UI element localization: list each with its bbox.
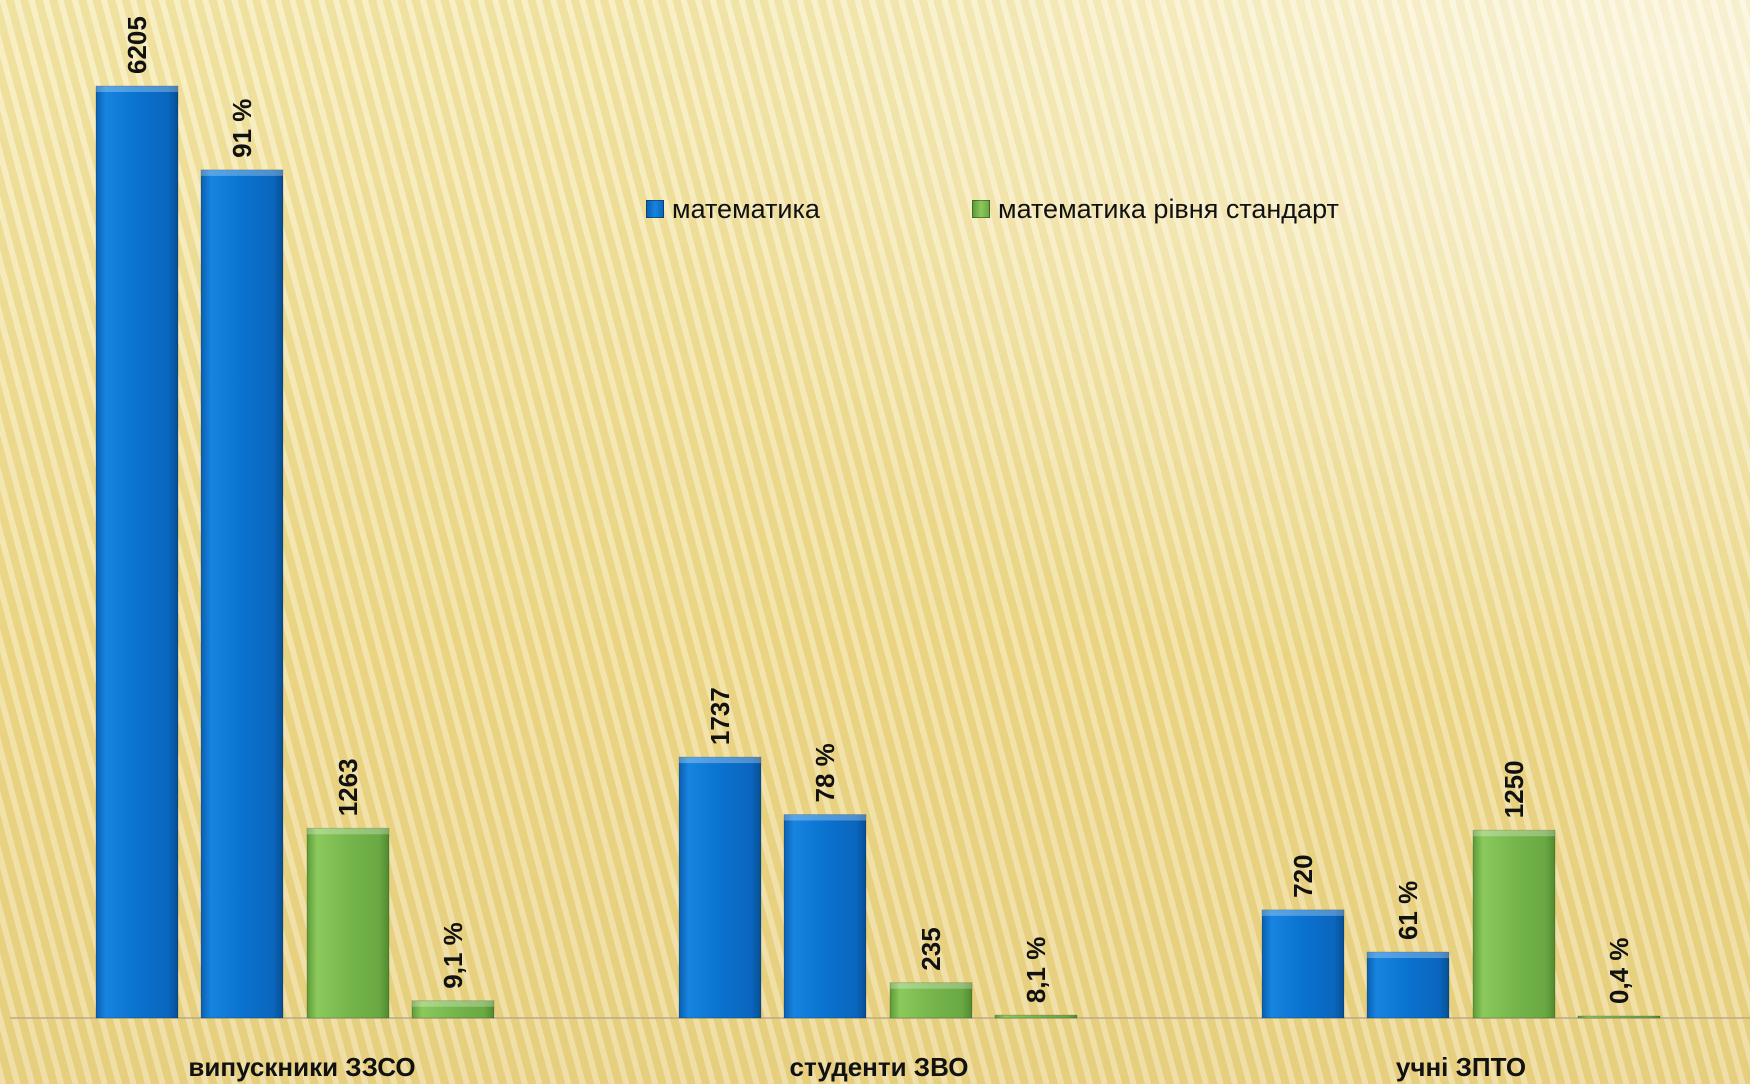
bar-highlight-5 xyxy=(784,814,866,821)
data-label-6: 235 xyxy=(916,927,946,970)
bar-4 xyxy=(678,756,762,1019)
bar-highlight-0 xyxy=(96,86,178,92)
category-label-0: випускники ЗЗСО xyxy=(188,1052,415,1082)
bar-highlight-3 xyxy=(412,1000,494,1007)
bar-7 xyxy=(994,1014,1078,1019)
bar-rect-8 xyxy=(1261,909,1345,1019)
bar-highlight-4 xyxy=(679,757,761,764)
legend-swatch-1 xyxy=(972,200,990,218)
legend-swatch-0 xyxy=(646,200,664,218)
data-label-1: 91 % xyxy=(227,99,257,158)
bar-10 xyxy=(1472,829,1556,1019)
bar-rect-5 xyxy=(783,813,867,1019)
data-label-0: 6205 xyxy=(122,16,152,74)
bar-highlight-8 xyxy=(1262,909,1344,916)
bar-rect-3 xyxy=(411,1000,495,1019)
bar-2 xyxy=(306,827,390,1019)
bar-highlight-9 xyxy=(1367,952,1449,959)
bar-rect-6 xyxy=(889,982,973,1019)
legend-item-1: математика рівня стандарт xyxy=(972,192,1339,226)
data-label-3: 9,1 % xyxy=(438,922,468,989)
bar-3 xyxy=(411,1000,495,1019)
bar-rect-9 xyxy=(1366,951,1450,1019)
bar-0 xyxy=(95,85,179,1019)
bar-highlight-6 xyxy=(890,982,972,989)
legend-label-0: математика xyxy=(672,193,820,224)
bar-rect-11 xyxy=(1577,1015,1661,1019)
data-label-2: 1263 xyxy=(333,758,363,816)
legend-item-0: математика xyxy=(646,192,820,226)
data-label-4: 1737 xyxy=(705,687,735,745)
legend-label-1: математика рівня стандарт xyxy=(998,193,1339,224)
bar-rect-1 xyxy=(200,169,284,1019)
category-label-1: студенти ЗВО xyxy=(790,1052,969,1082)
bar-6 xyxy=(889,982,973,1019)
bar-highlight-10 xyxy=(1473,830,1555,837)
bar-highlight-2 xyxy=(307,828,389,835)
bar-1 xyxy=(200,169,284,1019)
bar-5 xyxy=(783,813,867,1019)
data-label-11: 0,4 % xyxy=(1604,938,1634,1005)
bar-11 xyxy=(1577,1015,1661,1019)
data-label-5: 78 % xyxy=(810,743,840,802)
bar-rect-4 xyxy=(678,756,762,1019)
data-label-10: 1250 xyxy=(1499,760,1529,818)
bar-8 xyxy=(1261,909,1345,1019)
data-label-9: 61 % xyxy=(1393,881,1423,940)
data-label-7: 8,1 % xyxy=(1021,937,1051,1004)
bar-rect-0 xyxy=(95,85,179,1019)
category-label-2: учні ЗПТО xyxy=(1396,1052,1526,1082)
bar-rect-7 xyxy=(994,1014,1078,1019)
bar-highlight-1 xyxy=(201,169,283,176)
bar-rect-2 xyxy=(306,827,390,1019)
data-label-8: 720 xyxy=(1288,854,1318,897)
bar-9 xyxy=(1366,951,1450,1019)
bar-rect-10 xyxy=(1472,829,1556,1019)
